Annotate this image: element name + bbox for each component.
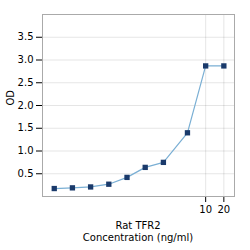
svg-text:3.5: 3.5 [18,31,34,42]
svg-text:3.0: 3.0 [18,54,34,65]
svg-text:1.0: 1.0 [18,145,34,156]
svg-text:0.5: 0.5 [18,168,34,179]
svg-text:20: 20 [217,204,230,215]
svg-text:OD: OD [5,90,16,106]
svg-text:2.0: 2.0 [18,100,34,111]
html-text:Rat TFR2 Concentration (ng/ml): Rat TFR2 Concentration (ng/ml) [82,220,194,243]
svg-text:1.5: 1.5 [18,122,34,133]
svg-text:2.5: 2.5 [18,77,34,88]
svg-text:10: 10 [199,204,212,215]
